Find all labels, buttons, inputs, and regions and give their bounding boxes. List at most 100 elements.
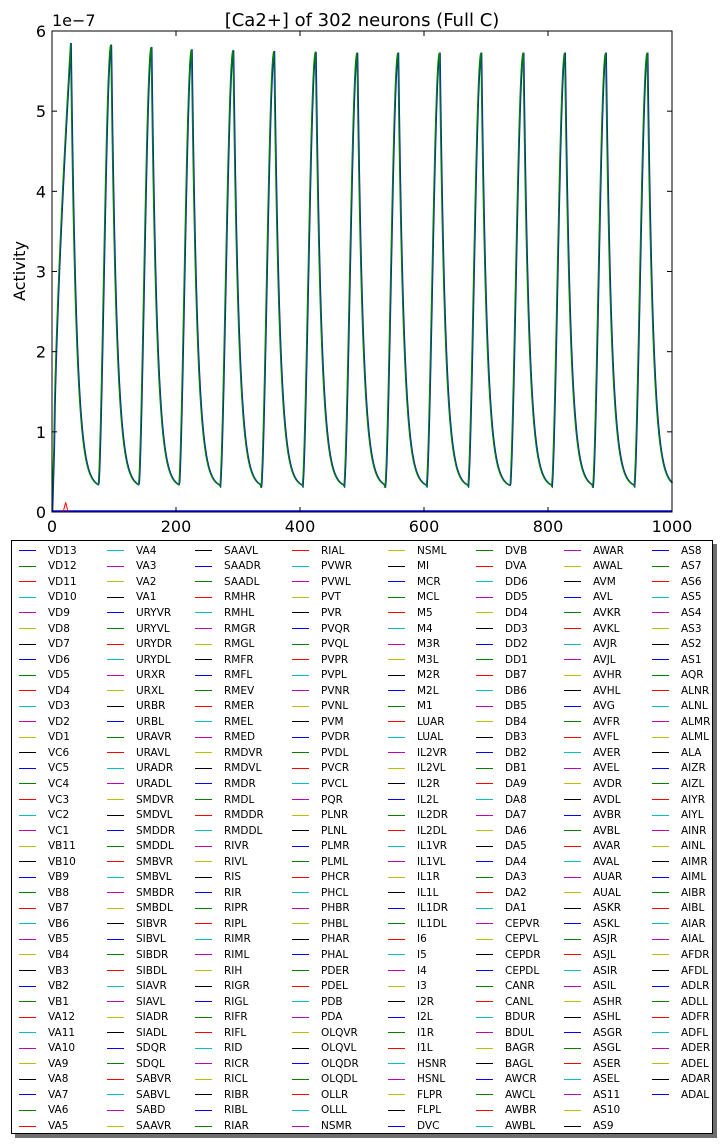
legend-entry: ALNL — [652, 698, 719, 714]
legend-entry: AINL — [652, 838, 719, 854]
legend-label: AS9 — [593, 1120, 614, 1132]
legend-label: ADFL — [681, 1026, 709, 1039]
legend-entry: VD2 — [19, 714, 107, 730]
legend-label: AINR — [681, 824, 707, 837]
legend-entry: VA12 — [19, 1009, 107, 1025]
legend-line-swatch — [292, 1047, 309, 1049]
legend-label: VB9 — [48, 871, 70, 884]
legend-entry: AUAL — [564, 885, 652, 901]
legend-label: VD1 — [48, 731, 70, 744]
legend-label: PVWL — [321, 575, 351, 588]
legend-line-swatch — [19, 892, 36, 894]
legend-line-swatch — [19, 612, 36, 614]
legend-entry: VB8 — [19, 885, 107, 901]
legend-label: RMER — [224, 700, 255, 713]
legend-entry: AVL — [564, 590, 652, 606]
plot-lines — [51, 42, 674, 513]
legend-label: PHBL — [321, 917, 349, 930]
legend-line-swatch — [652, 705, 669, 707]
legend-line-swatch — [652, 1001, 669, 1003]
legend-label: IL2VL — [417, 762, 446, 775]
legend-entry: DB4 — [476, 714, 564, 730]
legend-entry: AIBL — [652, 901, 719, 917]
legend-entry: URAVL — [107, 745, 195, 761]
legend-line-swatch — [107, 674, 124, 676]
legend-label: URAVR — [136, 731, 172, 744]
legend-line-swatch — [476, 799, 493, 801]
legend-line-swatch — [107, 1001, 124, 1003]
legend-line-swatch — [292, 628, 309, 629]
legend-entry: PVCR — [292, 761, 388, 777]
legend-label: DB5 — [505, 700, 527, 713]
legend-line-swatch — [195, 1063, 212, 1065]
legend-line-swatch — [107, 1094, 124, 1096]
legend-line-swatch — [564, 1078, 581, 1080]
legend-label: SMBVL — [136, 871, 172, 884]
legend-entry: VD1 — [19, 730, 107, 746]
legend-line-swatch — [107, 985, 124, 987]
legend-entry: RIFR — [195, 1009, 292, 1025]
legend-entry: ASGL — [564, 1041, 652, 1057]
legend-label: CEPVL — [505, 933, 539, 946]
legend-label: DA6 — [505, 824, 527, 837]
legend-entry: SMDDL — [107, 838, 195, 854]
legend-line-swatch — [564, 736, 581, 738]
legend-entry: RMER — [195, 698, 292, 714]
legend-line-swatch — [564, 923, 581, 925]
legend-label: VD8 — [48, 622, 70, 635]
legend-line-swatch — [292, 736, 309, 738]
legend-entry: ADAR — [652, 1072, 719, 1088]
legend-line-swatch — [476, 612, 493, 614]
legend-entry: IL1L — [388, 885, 476, 901]
legend-line-swatch — [195, 752, 212, 754]
legend-line-swatch — [107, 1016, 124, 1018]
legend-label: VD2 — [48, 715, 70, 728]
legend-label: AWCR — [505, 1073, 537, 1086]
legend-entry: DA6 — [476, 823, 564, 839]
legend-line-swatch — [652, 690, 669, 692]
legend-line-swatch — [292, 752, 309, 754]
legend-label: ASHR — [593, 995, 623, 1008]
legend-entry: VD9 — [19, 605, 107, 621]
legend-line-swatch — [19, 550, 36, 552]
legend-label: PVNR — [321, 684, 350, 697]
legend-entry: PDA — [292, 1009, 388, 1025]
legend-entry: IL1DL — [388, 916, 476, 932]
legend-line-swatch — [652, 659, 669, 661]
legend-label: SAADR — [224, 560, 261, 573]
legend-line-swatch — [19, 705, 36, 707]
legend-line-swatch — [292, 643, 309, 645]
legend-line-swatch — [564, 861, 581, 863]
legend-label: VA3 — [136, 560, 157, 573]
legend-line-swatch — [292, 1063, 309, 1065]
legend-label: PVT — [321, 591, 341, 604]
legend-line-swatch — [388, 907, 405, 909]
legend-line-swatch — [107, 799, 124, 801]
legend-line-swatch — [195, 659, 212, 661]
legend-entry: SIAVL — [107, 994, 195, 1010]
legend-line-swatch — [195, 876, 212, 878]
legend-entry: AVG — [564, 698, 652, 714]
legend-entry: AWBR — [476, 1103, 564, 1119]
legend-entry: M2R — [388, 667, 476, 683]
legend-entry: VD11 — [19, 574, 107, 590]
legend-line-swatch — [292, 705, 309, 707]
legend-label: DB3 — [505, 731, 527, 744]
legend-entry: VB5 — [19, 932, 107, 948]
legend-label: CEPDR — [505, 948, 541, 961]
legend-label: URADR — [136, 762, 174, 775]
legend-line-swatch — [292, 907, 309, 909]
legend-label: IL1DR — [417, 902, 449, 915]
legend-label: VC4 — [48, 777, 70, 790]
legend-line-swatch — [564, 954, 581, 956]
legend-label: MCR — [417, 575, 441, 588]
legend-line-swatch — [292, 674, 309, 676]
legend-line-swatch — [564, 674, 581, 676]
legend-line-swatch — [195, 581, 212, 583]
legend-entry: VA3 — [107, 559, 195, 575]
legend-entry: SDQR — [107, 1041, 195, 1057]
legend-label: AIBR — [681, 886, 706, 899]
legend-entry: URYVR — [107, 605, 195, 621]
legend-line-swatch — [652, 767, 669, 769]
legend-label: RMFR — [224, 653, 254, 666]
